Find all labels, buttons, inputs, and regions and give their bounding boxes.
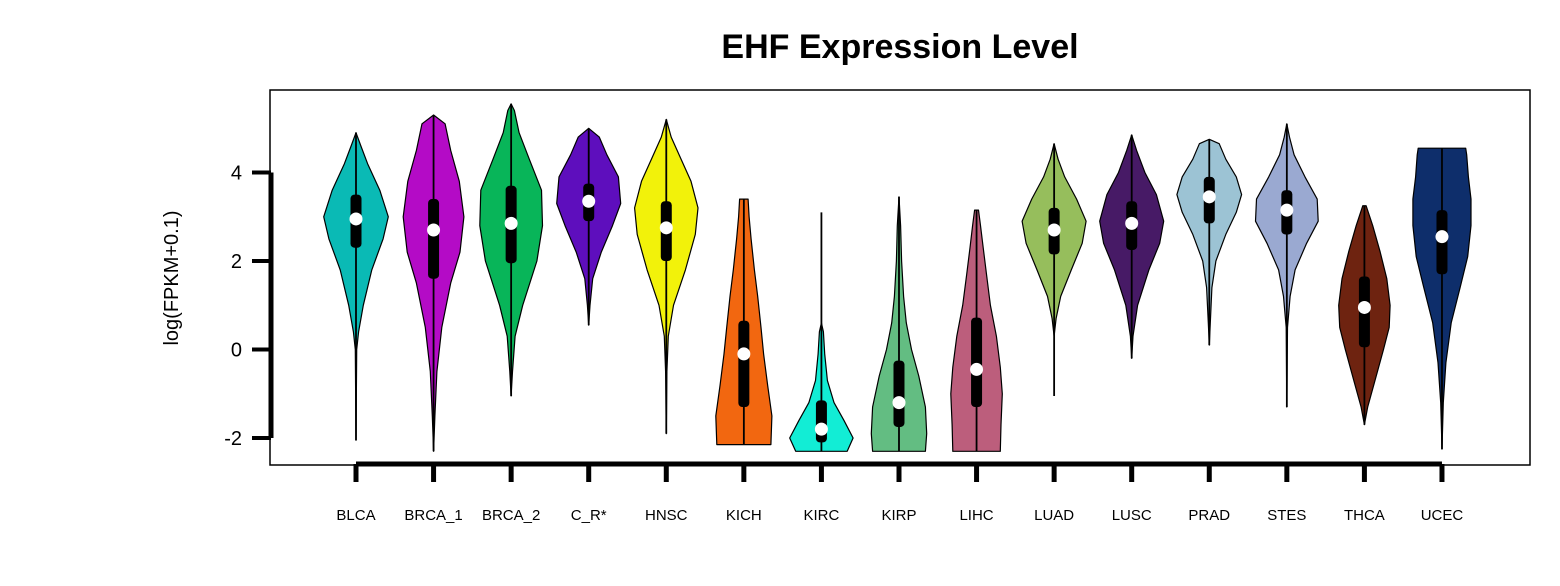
median-point [1280,203,1294,217]
median-point [349,212,363,226]
y-tick-label: 4 [231,163,242,185]
median-point [1047,223,1061,237]
median-point [582,194,596,208]
y-tick-label: 0 [231,340,242,362]
median-point [659,221,673,235]
iqr-box [893,360,905,427]
y-tick-label: 2 [231,251,242,273]
median-point [814,422,828,436]
violin-stes [1254,123,1319,408]
x-tick-label: BRCA_2 [482,507,540,524]
violin-kirp [870,196,928,452]
y-axis-label: log(FPKM+0.1) [161,210,183,345]
violins-group [323,103,1472,452]
violin-thca [1338,205,1391,426]
violin-lusc [1099,134,1165,359]
violin-kich [715,198,773,446]
median-point [737,347,751,361]
violin-kirc [789,212,854,452]
x-tick-label: LIHC [959,507,993,524]
x-tick-label: LUAD [1034,507,1074,524]
y-tick-label: -2 [224,428,242,450]
violin-hnsc [634,118,699,435]
iqr-box [428,199,440,279]
median-point [1202,190,1216,204]
median-point [970,362,984,376]
violin-luad [1021,143,1087,396]
iqr-box [971,317,983,408]
x-tick-label: STES [1267,507,1306,524]
x-tick-label: KIRP [881,507,916,524]
x-tick-label: UCEC [1421,507,1464,524]
x-tick-label: KIRC [803,507,839,524]
iqr-box [738,320,750,408]
violin-brca-1 [402,114,465,452]
x-axis: BLCA BRCA_1 BRCA_2 C_R* HNSC KICH KIRC KIRP LIHC… [336,461,1464,524]
x-tick-label: BLCA [336,507,375,524]
median-point [504,216,518,230]
median-point [1357,300,1371,314]
x-tick-label: BRCA_1 [404,507,462,524]
x-tick-label: KICH [726,507,762,524]
violin-brca-2 [479,103,544,397]
median-point [892,396,906,410]
x-tick-label: THCA [1344,507,1385,524]
violin-ucec [1412,147,1472,450]
violin-blca [323,132,389,441]
violin-c-r- [556,127,622,326]
x-tick-label: LUSC [1112,507,1152,524]
chart-title: EHF Expression Level [721,28,1078,66]
median-point [1125,216,1139,230]
violin-lihc [950,209,1003,452]
y-axis: -2 0 2 4 [224,163,274,450]
x-tick-label: HNSC [645,507,688,524]
x-tick-label: PRAD [1188,507,1230,524]
iqr-box [815,400,827,443]
x-tick-label: C_R* [571,507,607,524]
violin-prad [1176,138,1243,346]
median-point [427,223,441,237]
median-point [1435,230,1449,244]
